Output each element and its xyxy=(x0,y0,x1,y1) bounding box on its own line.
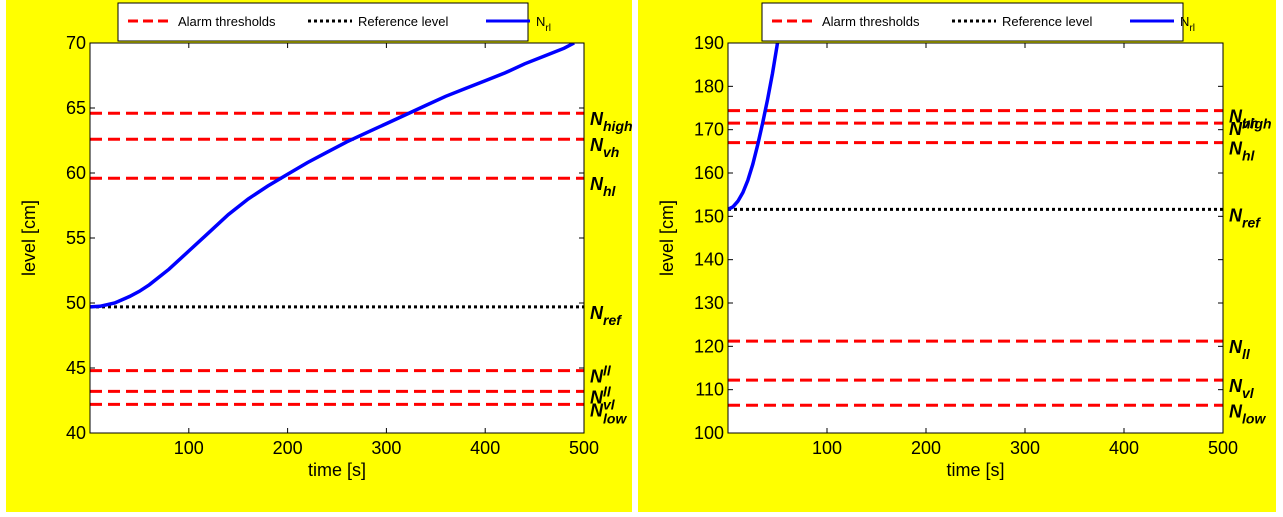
y-tick-label: 110 xyxy=(695,380,724,400)
y-tick-label: 55 xyxy=(66,228,86,248)
series-line-nrl xyxy=(728,43,780,211)
y-tick-label: 180 xyxy=(694,76,724,96)
x-tick-label: 100 xyxy=(812,438,842,458)
threshold-label: Nhl xyxy=(1229,139,1256,164)
x-tick-label: 100 xyxy=(174,438,204,458)
y-tick-label: 170 xyxy=(694,120,724,140)
x-tick-label: 200 xyxy=(911,438,941,458)
y-tick-label: 140 xyxy=(694,250,724,270)
x-axis-label: time [s] xyxy=(308,460,366,480)
x-tick-label: 200 xyxy=(273,438,303,458)
threshold-label: Nhigh xyxy=(1229,107,1272,132)
threshold-label: Nvl xyxy=(1229,376,1255,401)
legend-entry: Alarm thresholds xyxy=(178,14,276,29)
x-tick-label: 300 xyxy=(1010,438,1040,458)
legend-entry: Reference level xyxy=(1002,14,1092,29)
plot-area xyxy=(90,43,584,433)
legend: Alarm thresholds Reference level Nrl xyxy=(761,2,1195,42)
axes-frame xyxy=(727,42,1224,434)
y-tick-label: 40 xyxy=(66,423,86,443)
x-tick-label: 500 xyxy=(1208,438,1238,458)
x-tick-label: 300 xyxy=(371,438,401,458)
y-tick-label: 50 xyxy=(66,293,86,313)
y-tick-label: 120 xyxy=(694,336,724,356)
x-tick-label: 500 xyxy=(569,438,599,458)
y-axis-label: level [cm] xyxy=(19,200,39,276)
legend-entry: Alarm thresholds xyxy=(822,14,920,29)
threshold-label: Nhigh xyxy=(590,109,633,134)
y-tick-label: 60 xyxy=(66,163,86,183)
threshold-label: Nvh xyxy=(1229,115,1258,139)
y-axis-label: level [cm] xyxy=(657,200,677,276)
threshold-label: Nref xyxy=(590,303,622,328)
y-tick-label: 45 xyxy=(66,358,86,378)
y-tick-label: 65 xyxy=(66,98,86,118)
series-line-nrl xyxy=(90,43,575,309)
threshold-label: Nll xyxy=(590,383,612,407)
legend: Alarm thresholds Reference level Nrl xyxy=(117,2,551,42)
y-tick-label: 70 xyxy=(66,33,86,53)
y-tick-label: 130 xyxy=(694,293,724,313)
threshold-label: Nll xyxy=(590,363,612,387)
threshold-label: Nvh xyxy=(590,135,619,160)
threshold-label: Nll xyxy=(1229,337,1251,362)
y-tick-label: 160 xyxy=(694,163,724,183)
x-tick-label: 400 xyxy=(470,438,500,458)
plot-area xyxy=(728,43,1223,433)
threshold-label: Nvl low xyxy=(590,396,627,426)
y-tick-label: 190 xyxy=(694,33,724,53)
legend-entry: Nrl xyxy=(1180,14,1195,34)
y-tick-label: 100 xyxy=(694,423,724,443)
x-tick-label: 400 xyxy=(1109,438,1139,458)
threshold-label: Nref xyxy=(1229,205,1261,230)
x-axis-label: time [s] xyxy=(946,460,1004,480)
y-tick-label: 150 xyxy=(694,206,724,226)
legend-entry: Reference level xyxy=(358,14,448,29)
threshold-label: Nhl xyxy=(590,174,617,199)
legend-entry: Nrl xyxy=(536,14,551,34)
threshold-label: Nlow xyxy=(1229,401,1266,426)
